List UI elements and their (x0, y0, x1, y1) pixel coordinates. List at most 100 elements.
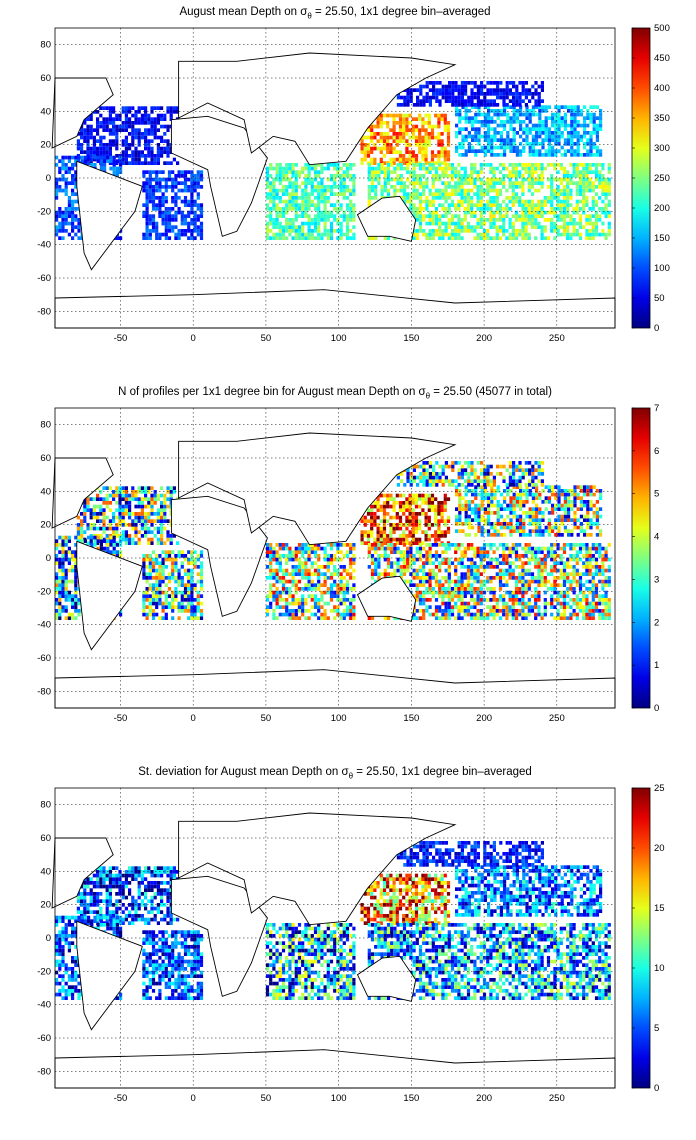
data-cell (102, 117, 106, 121)
data-cell (161, 196, 165, 200)
data-cell (145, 181, 149, 185)
data-cell (89, 146, 93, 151)
data-cell (265, 550, 270, 554)
data-cell (193, 609, 197, 613)
data-cell (473, 229, 477, 233)
data-cell (594, 225, 599, 229)
data-cell (601, 192, 605, 196)
data-cell (499, 88, 503, 92)
data-cell (187, 568, 191, 573)
data-cell (493, 145, 497, 150)
data-cell (377, 174, 381, 178)
data-cell (473, 203, 477, 207)
data-cell (164, 177, 168, 182)
data-cell (294, 188, 298, 193)
data-cell (92, 526, 96, 531)
data-cell (591, 203, 595, 207)
data-cell (447, 185, 451, 189)
data-cell (294, 225, 298, 229)
data-cell (496, 95, 500, 100)
data-cell (294, 609, 298, 613)
data-cell (370, 512, 374, 516)
data-cell (515, 84, 519, 89)
data-cell (265, 166, 270, 171)
data-cell (171, 590, 175, 595)
data-cell (176, 541, 180, 545)
data-cell (166, 150, 170, 154)
data-cell (408, 523, 412, 527)
data-cell (511, 185, 515, 189)
data-cell (528, 92, 532, 96)
data-cell (118, 486, 122, 490)
data-cell (193, 561, 197, 565)
data-cell (480, 123, 484, 128)
data-cell (487, 109, 491, 113)
data-cell (171, 229, 175, 233)
data-cell (142, 557, 146, 562)
data-cell (142, 565, 146, 569)
data-cell (153, 132, 157, 136)
data-cell (275, 203, 279, 207)
data-cell (460, 192, 464, 196)
data-cell (272, 185, 276, 189)
data-cell (174, 568, 178, 573)
data-cell (476, 185, 480, 189)
data-cell (376, 515, 380, 520)
data-cell (147, 530, 151, 534)
data-cell (297, 565, 302, 569)
data-cell (142, 590, 146, 595)
data-cell (492, 188, 496, 193)
data-cell (376, 146, 380, 151)
data-cell (534, 92, 538, 96)
data-cell (288, 181, 292, 185)
data-cell (285, 229, 289, 233)
data-cell (486, 103, 490, 107)
data-cell (398, 501, 403, 505)
data-cell (511, 225, 515, 229)
data-cell (486, 203, 490, 207)
data-cell (294, 210, 298, 215)
data-cell (431, 196, 435, 200)
data-cell (395, 135, 399, 140)
data-cell (105, 526, 109, 531)
data-cell (150, 146, 154, 151)
data-cell (511, 199, 515, 204)
data-cell (476, 170, 480, 174)
data-cell (422, 181, 426, 185)
data-cell (392, 501, 396, 505)
data-cell (171, 225, 175, 229)
data-cell (585, 236, 589, 240)
data-cell (288, 587, 292, 591)
data-cell (278, 576, 282, 580)
data-cell (313, 207, 318, 211)
data-cell (345, 554, 350, 558)
data-cell (180, 170, 184, 174)
data-cell (374, 170, 378, 174)
data-cell (386, 113, 390, 118)
data-cell (336, 557, 340, 562)
data-cell (383, 236, 387, 240)
data-cell (382, 121, 387, 125)
data-cell (128, 146, 132, 151)
data-cell (313, 568, 318, 573)
data-cell (281, 572, 286, 576)
data-cell (108, 501, 112, 505)
data-cell (112, 550, 116, 554)
data-cell (275, 214, 279, 218)
data-cell (61, 221, 65, 226)
data-cell (160, 534, 164, 538)
data-cell (333, 568, 337, 573)
data-cell (301, 207, 305, 211)
data-cell (140, 486, 144, 490)
data-cell (463, 218, 467, 222)
data-cell (326, 196, 330, 200)
data-cell (150, 541, 154, 545)
data-cell (493, 131, 497, 135)
data-cell (151, 583, 156, 587)
data-cell (386, 139, 390, 143)
data-cell (412, 163, 416, 167)
data-cell (460, 218, 464, 222)
data-cell (307, 550, 311, 554)
data-cell (489, 92, 493, 96)
data-cell (172, 486, 176, 490)
